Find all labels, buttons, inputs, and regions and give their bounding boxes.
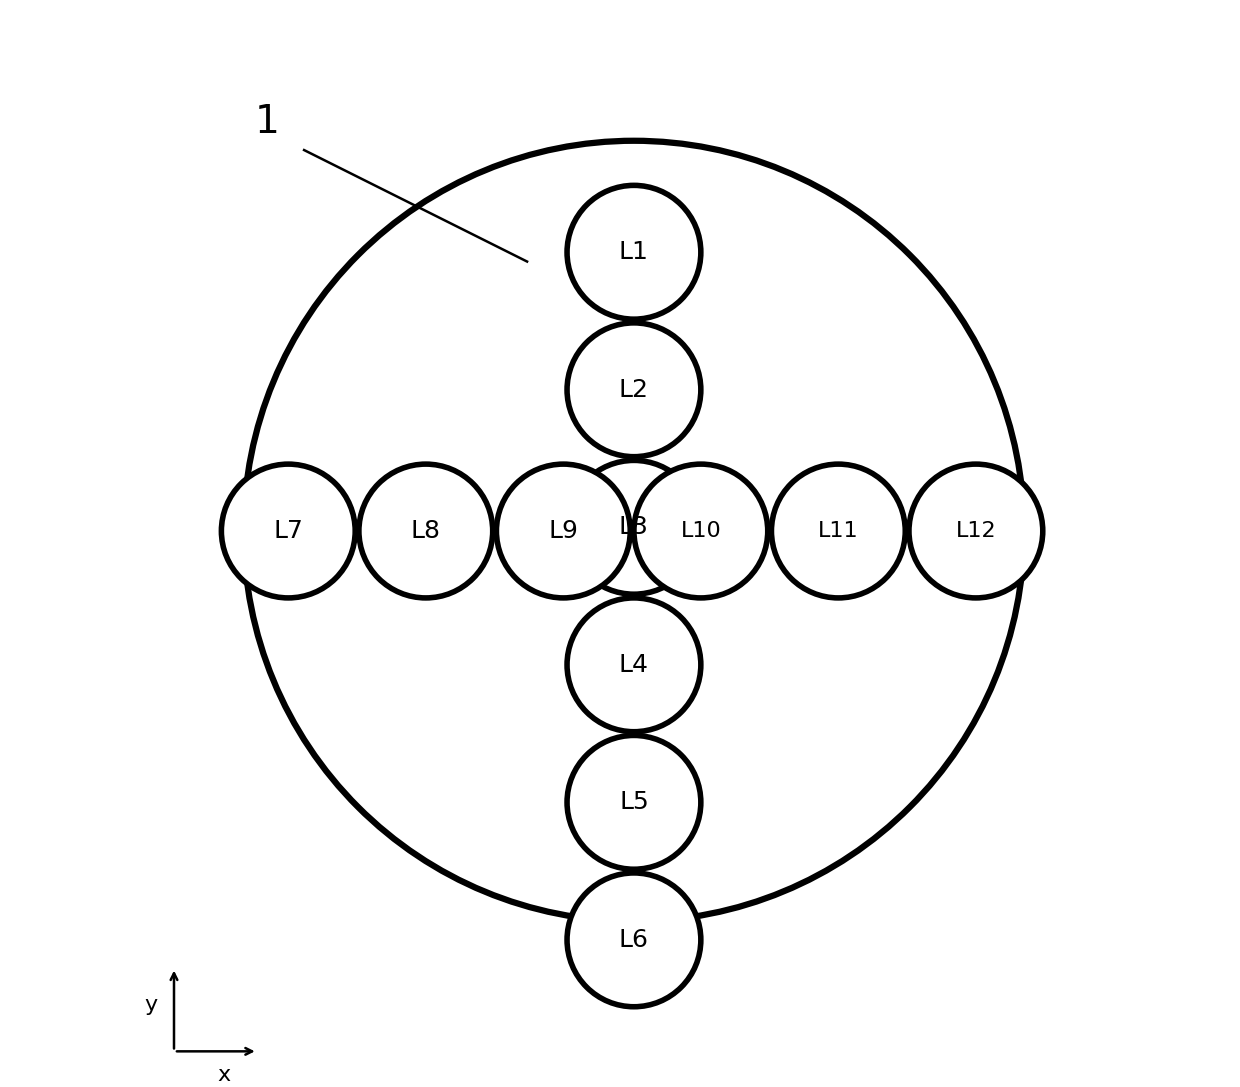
Circle shape: [909, 464, 1043, 598]
Text: x: x: [217, 1064, 231, 1085]
Circle shape: [222, 464, 355, 598]
Circle shape: [567, 873, 701, 1007]
Circle shape: [567, 461, 701, 595]
Text: L2: L2: [619, 378, 649, 402]
Text: L8: L8: [410, 518, 440, 544]
Text: 1: 1: [254, 103, 279, 141]
Circle shape: [567, 186, 701, 320]
Text: L9: L9: [548, 518, 578, 544]
Circle shape: [634, 464, 768, 598]
Text: L3: L3: [619, 515, 649, 539]
Circle shape: [496, 464, 630, 598]
Circle shape: [358, 464, 492, 598]
Text: L7: L7: [273, 518, 304, 544]
Text: y: y: [144, 996, 157, 1015]
Text: L4: L4: [619, 653, 649, 677]
Text: L1: L1: [619, 240, 649, 264]
Circle shape: [567, 736, 701, 870]
Text: L10: L10: [681, 521, 722, 541]
Text: L6: L6: [619, 928, 649, 952]
Text: L5: L5: [619, 790, 649, 814]
Text: L12: L12: [956, 521, 996, 541]
Text: L11: L11: [818, 521, 858, 541]
Circle shape: [771, 464, 905, 598]
Circle shape: [567, 323, 701, 457]
Circle shape: [567, 598, 701, 732]
